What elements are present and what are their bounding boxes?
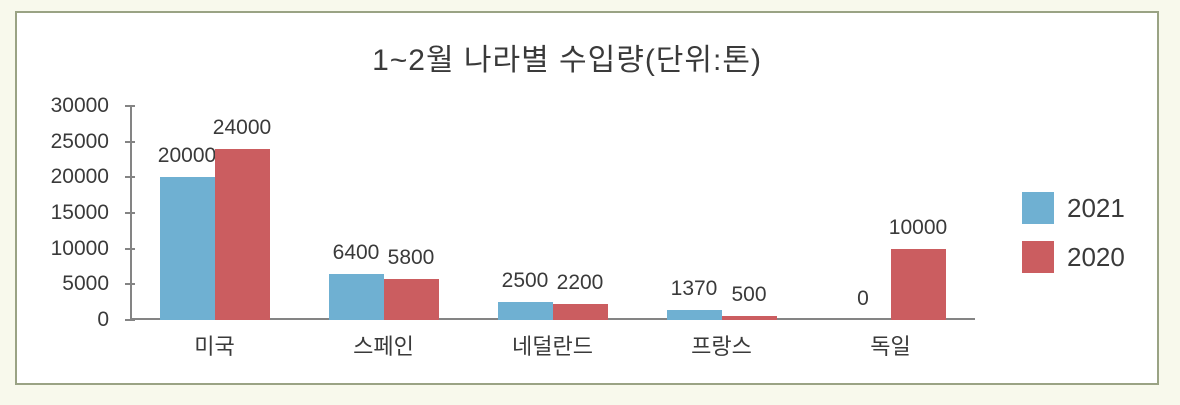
bar-value-label: 5800 (387, 246, 435, 269)
legend-label-2021: 2021 (1067, 193, 1125, 223)
y-tick-mark (125, 140, 135, 143)
category-label: 스페인 (353, 334, 414, 359)
bar-value-label: 10000 (888, 216, 948, 239)
y-tick-label: 5000 (62, 272, 109, 296)
y-tick-label: 0 (97, 308, 109, 331)
chart-frame: 1~2월 나라별 수입량(단위:톤) 0 5000 10000 15000 20000 2… (15, 11, 1159, 385)
bar-2021 (666, 310, 722, 320)
bar-value-label: 24000 (212, 116, 272, 139)
bar-value-label: 6400 (332, 241, 380, 264)
y-tick-mark (125, 176, 135, 179)
y-tick-label: 10000 (50, 236, 109, 260)
bar-2021 (328, 274, 384, 320)
bar-value-label: 500 (731, 283, 767, 306)
y-tick-mark (125, 212, 135, 214)
legend-label-2020: 2020 (1067, 242, 1125, 272)
bar-2020 (890, 249, 946, 320)
y-tick-label: 30000 (50, 94, 109, 117)
bar-2020 (552, 304, 608, 320)
y-tick-mark (125, 105, 135, 107)
y-tick-label: 25000 (50, 129, 109, 153)
bar-2021 (497, 302, 553, 320)
bar-value-label: 1370 (670, 277, 718, 300)
y-tick-label: 20000 (50, 165, 109, 189)
legend-swatch-2020 (1022, 241, 1054, 273)
category-label: 미국 (194, 334, 235, 359)
y-tick-mark (125, 283, 135, 286)
bar-2020 (214, 149, 270, 320)
category-label: 프랑스 (691, 334, 752, 359)
category-label: 독일 (870, 334, 911, 359)
bar-2020 (383, 279, 439, 320)
bar-2020 (721, 316, 777, 320)
y-tick-mark (125, 319, 135, 321)
legend-swatch-2021 (1022, 192, 1054, 224)
bar-value-label: 2200 (556, 271, 604, 294)
bar-value-label: 2500 (501, 269, 549, 292)
bar-value-label: 0 (857, 287, 869, 310)
bar-value-label: 20000 (157, 144, 217, 167)
category-label: 네덜란드 (512, 334, 593, 359)
y-tick-label: 15000 (50, 201, 109, 224)
y-tick-mark (125, 247, 135, 250)
bar-2021 (159, 177, 215, 320)
chart-title: 1~2월 나라별 수입량(단위:톤) (372, 44, 762, 77)
